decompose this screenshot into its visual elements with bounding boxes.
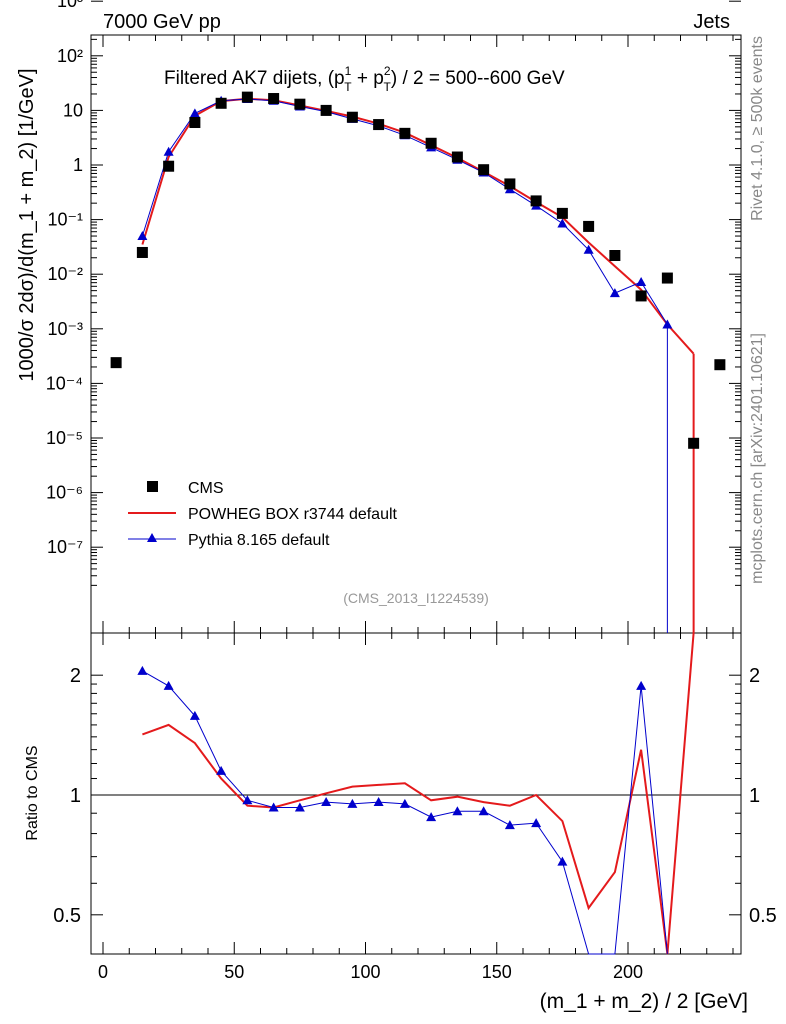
pythia-point	[583, 244, 594, 254]
legend-marker-pythia	[147, 533, 157, 542]
y-axis-label-top: 1000/σ 2dσ)/d(m_1 + m_2) [1/GeV]	[16, 68, 38, 381]
pythia-point	[557, 218, 568, 228]
x-tick-label: 100	[350, 962, 380, 982]
pythia-ratio-point	[373, 797, 384, 807]
pythia-ratio-point	[163, 680, 174, 690]
cms-point	[688, 437, 700, 449]
pythia-ratio-point	[242, 795, 253, 805]
y-axis-top: 10³ 10² 10 1 10⁻¹ 10⁻² 10⁻³ 10⁻⁴ 10⁻⁵ 10⁻⁶ 10⁻⁷	[46, 0, 741, 586]
cms-point	[163, 160, 175, 172]
pythia-point	[636, 276, 647, 286]
cms-point	[320, 104, 332, 116]
cms-point	[241, 91, 253, 103]
cms-point	[583, 220, 595, 232]
cms-point	[346, 111, 358, 123]
cms-point	[451, 151, 463, 163]
cms-point	[504, 178, 516, 190]
legend-label-cms: CMS	[188, 480, 224, 497]
cms-point	[714, 359, 726, 371]
bottom-panel-marks	[137, 632, 695, 955]
pythia-ratio-point	[504, 820, 515, 830]
pythia-ratio-point	[426, 812, 437, 822]
legend: CMS POWHEG BOX r3744 default Pythia 8.16…	[128, 480, 398, 549]
legend-label-powheg: POWHEG BOX r3744 default	[188, 506, 398, 523]
pythia-ratio-line	[142, 670, 668, 955]
ratio-tick-label-left: 1	[70, 785, 81, 807]
y-tick-label-top: 10⁻³	[47, 319, 83, 339]
side-text-mcplots: mcplots.cern.ch [arXiv:2401.10621]	[749, 333, 766, 584]
pythia-ratio-point	[294, 802, 305, 812]
cms-point	[110, 357, 122, 369]
pythia-ratio-point	[347, 798, 358, 808]
cms-point	[609, 250, 621, 262]
powheg-ratio-line	[142, 632, 695, 955]
cms-point	[556, 207, 568, 219]
analysis-id: (CMS_2013_I1224539)	[343, 590, 489, 606]
ratio-tick-label-right: 0.5	[749, 905, 777, 927]
pythia-ratio-point	[557, 856, 568, 866]
cms-point	[215, 97, 227, 109]
y-tick-label-top: 10²	[57, 46, 83, 66]
cms-point	[661, 272, 673, 284]
pythia-point	[189, 108, 200, 118]
cms-point	[294, 98, 306, 110]
x-tick-label: 200	[613, 962, 643, 982]
pythia-ratio-point	[268, 802, 279, 812]
y-tick-label-top: 10⁻⁶	[46, 483, 83, 503]
header-left: 7000 GeV pp	[103, 11, 221, 33]
ratio-tick-label-left: 0.5	[53, 905, 81, 927]
y-tick-label-top: 1	[73, 155, 83, 175]
cms-point	[189, 117, 201, 129]
x-tick-label: 0	[98, 962, 108, 982]
x-tick-label: 150	[482, 962, 512, 982]
y-axis-label-bottom: Ratio to CMS	[24, 745, 41, 840]
pythia-ratio-point	[452, 806, 463, 816]
cms-point	[136, 246, 148, 258]
y-tick-label-top: 10⁻²	[47, 264, 83, 284]
cms-point	[399, 127, 411, 139]
bottom-panel-frame	[90, 632, 742, 955]
cms-point	[268, 93, 280, 105]
pythia-point	[163, 146, 174, 156]
pythia-point	[137, 231, 148, 241]
x-axis: 0 50 100 150 200	[98, 35, 734, 982]
pythia-ratio-point	[216, 765, 227, 775]
legend-label-pythia: Pythia 8.165 default	[188, 532, 330, 549]
y-tick-label-top: 10⁻¹	[47, 210, 83, 230]
y-tick-label-top: 10⁻⁴	[46, 373, 83, 393]
y-tick-label-top: 10⁻⁵	[46, 428, 83, 448]
y-tick-label-top: 10	[63, 100, 83, 120]
pythia-ratio-point	[478, 806, 489, 816]
cms-point	[478, 164, 490, 176]
plot-title: Filtered AK7 dijets, (p1 T + p2 T) / 2 = 5…	[164, 64, 565, 94]
y-tick-label-top: 10³	[57, 0, 83, 11]
pythia-ratio-point	[531, 818, 542, 828]
x-tick-label: 50	[224, 962, 244, 982]
y-tick-label-top: 10⁻⁷	[47, 537, 83, 557]
pythia-ratio-point	[636, 680, 647, 690]
pythia-ratio-point	[189, 710, 200, 720]
pythia-point	[662, 319, 673, 329]
ratio-tick-label-right: 2	[749, 665, 760, 687]
cms-point	[373, 119, 385, 131]
top-panel-marks	[110, 91, 726, 633]
pythia-point	[609, 288, 620, 298]
y-axis-bottom: 2 2 1 1 0.5 0.5	[53, 665, 777, 927]
powheg-line	[141, 97, 695, 355]
x-axis-label: (m_1 + m_2) / 2 [GeV]	[540, 990, 748, 1013]
cms-point	[530, 195, 542, 207]
cms-point	[425, 137, 437, 149]
pythia-ratio-point	[137, 665, 148, 675]
header-right: Jets	[693, 11, 730, 33]
legend-marker-cms	[147, 481, 158, 492]
ratio-tick-label-left: 2	[70, 665, 81, 687]
pythia-ratio-point	[399, 798, 410, 808]
pythia-ratio-point	[321, 797, 332, 807]
side-text-rivet: Rivet 4.1.0, ≥ 500k events	[749, 36, 766, 221]
cms-point	[635, 290, 647, 302]
ratio-tick-label-right: 1	[749, 785, 760, 807]
